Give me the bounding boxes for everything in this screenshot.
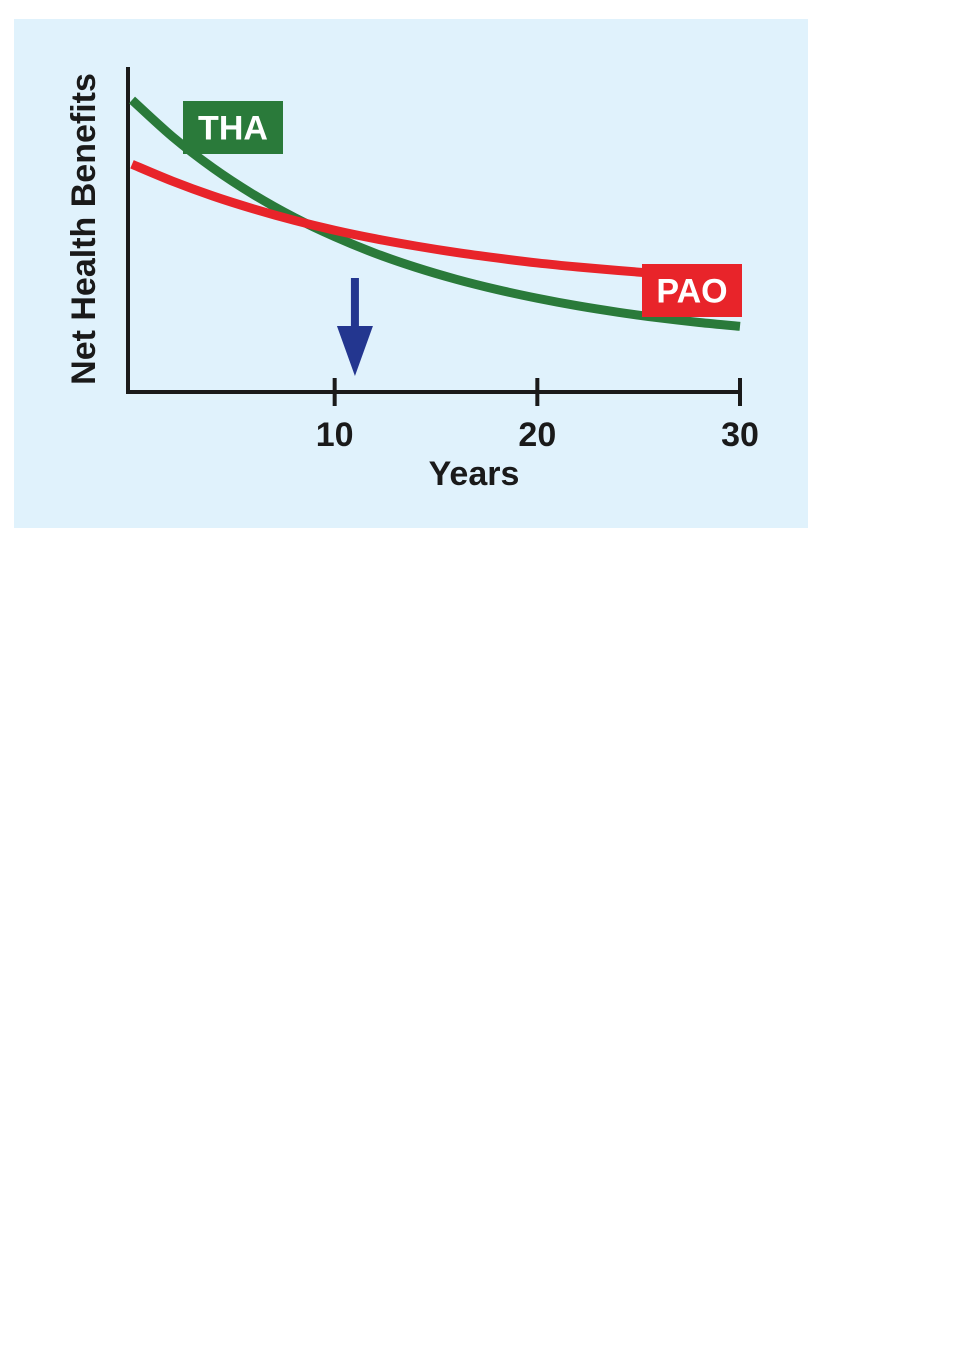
series-tag-label-tha: THA xyxy=(198,110,268,148)
x-tick-label-10: 10 xyxy=(316,416,354,454)
x-tick-label-30: 30 xyxy=(721,416,759,454)
series-lines xyxy=(128,96,741,331)
series-tag-label-pao: PAO xyxy=(656,273,727,311)
axes xyxy=(126,67,742,394)
series-labels: THA PAO xyxy=(183,101,742,317)
arrow-head xyxy=(336,326,373,376)
crossover-arrow xyxy=(336,278,373,376)
series-tag-bg-tha xyxy=(183,101,283,154)
x-axis-label: Years xyxy=(429,455,520,493)
series-line-tha xyxy=(128,96,741,331)
x-ticks: 10 20 30 xyxy=(316,378,759,454)
series-line-pao xyxy=(130,160,741,284)
x-tick-label-20: 20 xyxy=(518,416,556,454)
y-axis-label: Net Health Benefits xyxy=(65,73,103,385)
net-health-benefits-chart: 10 20 30 THA PAO Years Net Health Benefits xyxy=(65,67,759,493)
series-tag-bg-pao xyxy=(642,264,742,317)
